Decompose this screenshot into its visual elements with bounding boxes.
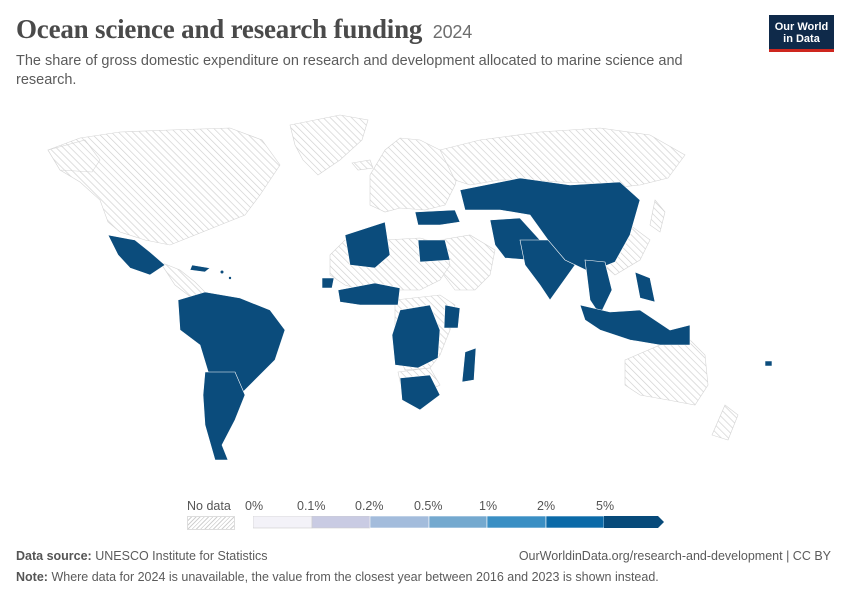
island-dot-2	[228, 276, 232, 280]
region-mainland-sea	[584, 259, 613, 316]
legend: No data 0% 0.1% 0.2% 0.5% 1% 2% 5%	[0, 495, 850, 535]
legend-bin-7	[604, 516, 664, 528]
legend-no-data-label: No data	[187, 499, 231, 513]
legend-tick-1: 0.1%	[297, 499, 326, 513]
legend-tick-2: 0.2%	[355, 499, 384, 513]
region-pacific-island	[764, 360, 773, 367]
note-text: Where data for 2024 is unavailable, the …	[51, 570, 659, 584]
region-mexico	[107, 234, 166, 276]
region-algeria	[344, 221, 391, 269]
region-senegal	[321, 277, 335, 289]
region-indonesia	[579, 304, 691, 346]
legend-tick-6: 5%	[596, 499, 615, 513]
region-philippines	[634, 271, 656, 303]
data-regions[interactable]	[107, 177, 773, 461]
title-year: 2024	[432, 22, 473, 42]
region-alaska	[47, 139, 101, 173]
caribbean-dots	[220, 270, 232, 280]
title-text: Ocean science and research funding	[16, 14, 423, 44]
legend-tick-0: 0%	[245, 499, 264, 513]
region-greenland	[289, 114, 369, 176]
legend-bin-5	[486, 516, 547, 529]
region-egypt	[417, 239, 451, 263]
legend-tick-5: 2%	[537, 499, 556, 513]
logo-line-2: in Data	[783, 33, 820, 45]
note-label: Note:	[16, 570, 48, 584]
region-south-africa	[399, 374, 441, 411]
source-label: Data source:	[16, 549, 92, 563]
region-russia	[439, 127, 686, 189]
owid-logo[interactable]: Our World in Data	[769, 15, 834, 52]
legend-color-bar	[253, 516, 664, 529]
legend-bin-6	[545, 516, 605, 529]
legend-no-data-swatch	[187, 516, 235, 530]
source-text[interactable]: UNESCO Institute for Statistics	[95, 549, 268, 563]
region-japan	[649, 199, 666, 233]
legend-bin-4	[428, 516, 488, 529]
no-data-regions[interactable]	[47, 114, 739, 441]
region-south-america-north	[177, 291, 286, 399]
legend-tick-4: 1%	[479, 499, 498, 513]
region-iceland	[351, 159, 374, 171]
world-map[interactable]	[0, 100, 850, 480]
chart-subtitle: The share of gross domestic expenditure …	[16, 53, 683, 88]
region-cuba	[189, 264, 211, 273]
footer-source: Data source: UNESCO Institute for Statis…	[16, 549, 268, 563]
logo-line-1: Our World	[774, 21, 829, 33]
legend-bin-1	[253, 516, 313, 529]
footer-url[interactable]: OurWorldinData.org/research-and-developm…	[518, 549, 831, 563]
region-west-africa	[337, 282, 401, 306]
footer-note: Note: Where data for 2024 is unavailable…	[16, 570, 659, 584]
legend-tick-3: 0.5%	[414, 499, 443, 513]
region-new-zealand	[711, 404, 739, 441]
region-south-america-south	[202, 371, 246, 461]
legend-bin-3	[369, 516, 430, 529]
region-angola-congo	[391, 304, 441, 369]
region-kenya	[443, 304, 461, 329]
chart-title: Ocean science and research funding 2024	[16, 14, 472, 45]
region-turkey	[414, 209, 461, 226]
region-madagascar	[461, 347, 477, 383]
region-europe	[369, 137, 461, 213]
legend-bin-2	[311, 516, 371, 529]
region-australia	[624, 339, 709, 406]
island-dot-1	[220, 270, 224, 274]
region-north-america	[47, 127, 281, 246]
